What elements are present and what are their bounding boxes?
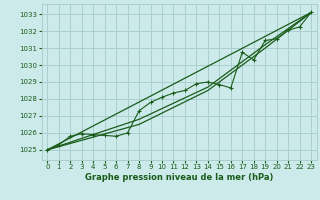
X-axis label: Graphe pression niveau de la mer (hPa): Graphe pression niveau de la mer (hPa) bbox=[85, 173, 273, 182]
